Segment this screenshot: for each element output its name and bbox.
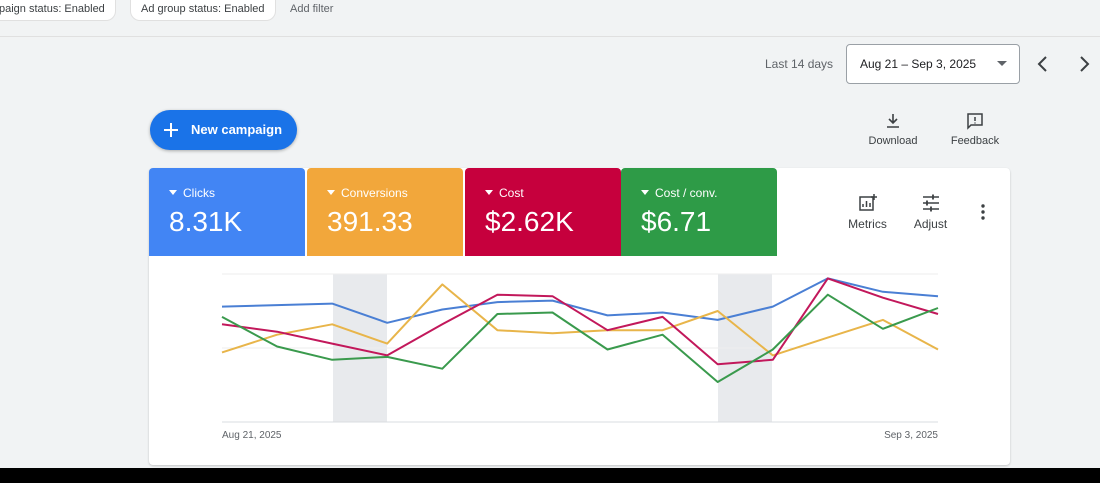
adjust-label: Adjust [913,217,948,231]
date-picker[interactable]: Aug 21 – Sep 3, 2025 [846,44,1020,84]
scorecard[interactable]: Clicks 8.31K [149,168,305,256]
metrics-button[interactable]: Metrics [840,193,895,231]
date-preset: Last 14 days [765,57,834,71]
scorecard-value: 8.31K [169,206,243,237]
scorecard[interactable]: Cost / conv. $6.71 [621,168,777,256]
bottom-bar [0,468,1100,483]
next-button[interactable] [1076,55,1092,73]
series-line [221,277,939,366]
dropdown-arrow [997,61,1007,66]
metrics-label: Metrics [848,217,887,231]
new-campaign-button[interactable]: New campaign [150,110,297,150]
date-range: Aug 21 – Sep 3, 2025 [860,57,977,71]
add-filter[interactable]: Add filter [290,3,334,15]
chart: Aug 21, 2025 Sep 3, 2025 [221,273,939,441]
button-label: New campaign [191,122,283,137]
filter-chip[interactable]: paign status: Enabled [0,0,116,21]
metrics-icon [858,194,877,211]
feedback-icon [967,113,983,130]
download-button[interactable]: Download [863,112,923,147]
series-line [221,293,939,383]
adjust-icon [922,194,939,212]
prev-button[interactable] [1035,55,1051,73]
adjust-button[interactable]: Adjust [903,193,958,231]
scorecard-value: $2.62K [485,206,574,237]
scorecard-value: 391.33 [327,206,413,237]
scorecard-label: Cost / conv. [641,186,717,200]
scorecard-label: Cost [485,186,524,200]
plus-icon [164,123,178,137]
scorecard-label: Conversions [327,186,408,200]
scorecard[interactable]: Cost $2.62K [465,168,621,256]
divider [0,36,1100,37]
download-icon [887,114,899,128]
x-tick-label: Sep 3, 2025 [884,430,938,441]
filter-chip[interactable]: Ad group status: Enabled [130,0,276,21]
feedback-button[interactable]: Feedback [945,112,1005,147]
series-line [221,283,939,357]
scorecard-label: Clicks [169,186,215,200]
scorecard[interactable]: Conversions 391.33 [307,168,463,256]
download-label: Download [868,135,918,147]
feedback-label: Feedback [950,135,1000,147]
series-line [221,277,939,324]
x-tick-label: Aug 21, 2025 [222,430,282,441]
more-menu[interactable] [979,203,987,221]
scorecard-value: $6.71 [641,206,712,237]
